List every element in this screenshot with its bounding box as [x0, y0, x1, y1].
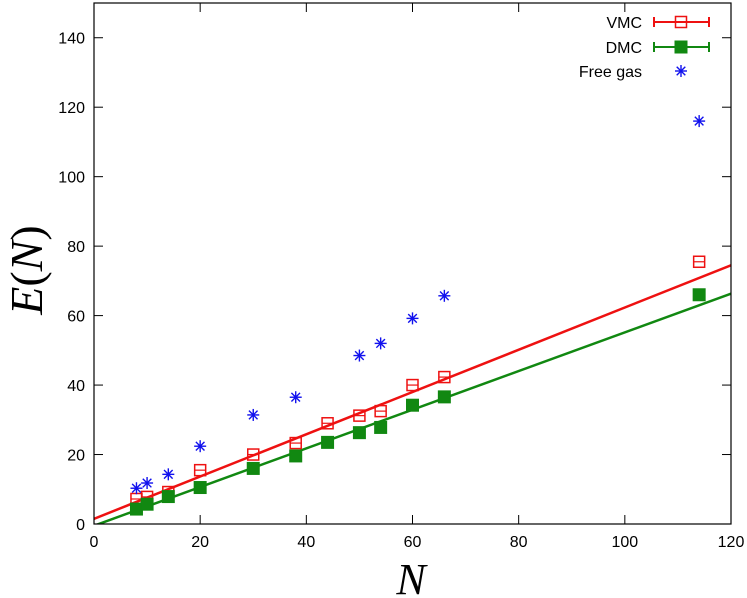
- legend-label-dmc: DMC: [606, 40, 642, 57]
- point-free-gas: [693, 115, 706, 128]
- point-dmc: [321, 435, 335, 449]
- y-axis-label-open: (: [1, 271, 52, 286]
- legend-entry-dmc: DMC: [606, 40, 710, 57]
- x-axis-label: N: [395, 555, 428, 598]
- legend: VMC DMC Free gas: [579, 15, 710, 81]
- point-free-gas: [141, 477, 154, 490]
- y-tick-label: 60: [67, 309, 85, 326]
- x-tick-label: 120: [718, 534, 745, 551]
- point-vmc: [353, 409, 366, 422]
- point-dmc: [406, 398, 419, 412]
- point-dmc: [289, 449, 303, 463]
- y-axis-label: E(N): [1, 225, 52, 315]
- y-axis-label-var: N: [1, 238, 52, 272]
- point-dmc: [161, 490, 175, 504]
- fit-line-vmc: [94, 264, 731, 520]
- x-tick-label: 20: [191, 534, 209, 551]
- point-free-gas: [247, 408, 260, 421]
- x-tick-label: 80: [510, 534, 528, 551]
- point-free-gas: [194, 440, 207, 453]
- point-vmc: [406, 378, 419, 392]
- y-tick-label: 100: [58, 170, 85, 187]
- x-tick-label: 40: [297, 534, 315, 551]
- point-vmc: [193, 463, 207, 477]
- point-free-gas: [374, 337, 387, 350]
- point-dmc: [352, 426, 366, 440]
- y-tick-label: 40: [67, 378, 85, 395]
- point-dmc: [437, 390, 451, 404]
- point-free-gas: [289, 391, 302, 404]
- point-free-gas: [438, 289, 451, 302]
- point-free-gas: [406, 312, 419, 325]
- point-vmc: [321, 417, 334, 430]
- plot-frame: [93, 2, 732, 525]
- point-vmc: [374, 404, 387, 418]
- point-free-gas: [130, 482, 143, 495]
- point-dmc: [246, 461, 260, 475]
- x-tick-label: 0: [90, 534, 99, 551]
- data-points: [129, 115, 706, 516]
- point-vmc: [692, 255, 706, 269]
- y-tick-label: 0: [76, 517, 85, 534]
- point-free-gas: [162, 468, 175, 481]
- legend-symbol-vmc: [653, 15, 710, 29]
- point-vmc: [438, 370, 451, 384]
- axis-ticks: 0 20 40 60 80 100 120 0 20 40 60 80 100 120 140: [58, 3, 744, 551]
- point-vmc: [289, 436, 302, 450]
- point-dmc: [692, 288, 706, 302]
- legend-label-vmc: VMC: [606, 15, 642, 32]
- point-free-gas: [353, 349, 366, 362]
- y-axis-label-close: ): [1, 225, 52, 240]
- y-tick-label: 120: [58, 100, 85, 117]
- y-tick-label: 80: [67, 239, 85, 256]
- y-tick-label: 20: [67, 448, 85, 465]
- fit-lines: [94, 264, 731, 524]
- legend-symbol-dmc: [653, 40, 710, 54]
- legend-label-free-gas: Free gas: [579, 64, 642, 81]
- y-axis-label-func: E: [1, 287, 52, 316]
- point-dmc: [374, 420, 388, 434]
- legend-entry-vmc: VMC: [606, 15, 710, 32]
- x-tick-label: 100: [611, 534, 638, 551]
- x-tick-label: 60: [404, 534, 422, 551]
- legend-entry-free-gas: Free gas: [579, 64, 687, 81]
- y-tick-label: 140: [58, 31, 85, 48]
- point-dmc: [140, 497, 154, 511]
- legend-symbol-free-gas: [675, 65, 687, 77]
- point-vmc: [247, 448, 260, 461]
- point-dmc: [193, 481, 207, 495]
